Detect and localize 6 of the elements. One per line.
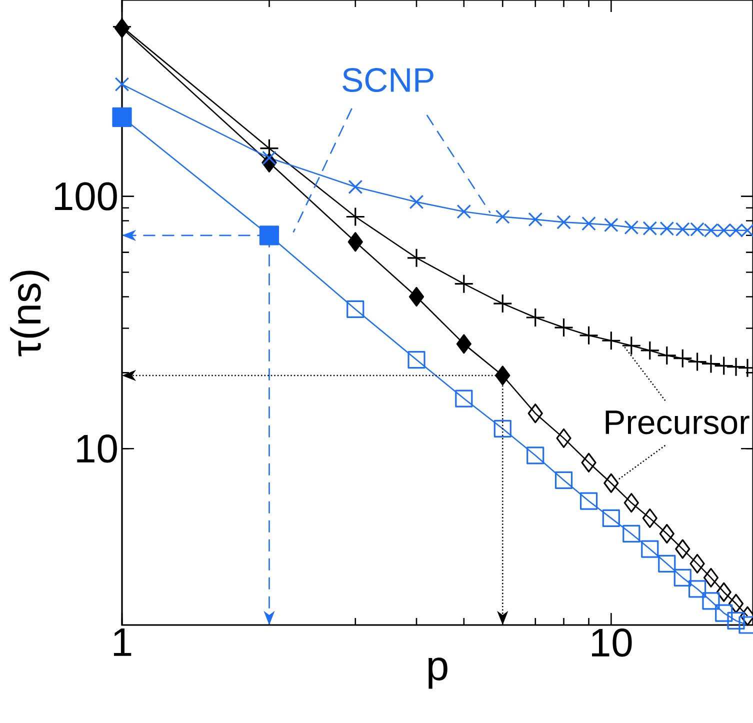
annotation: SCNP [342,68,434,92]
annotation: Precursor [606,410,750,434]
x-axis-title: p [428,658,448,689]
y-tick-label: 100 [55,182,117,210]
x-tick-label: 1 [114,628,132,656]
y-axis-title: τ(ns) [10,270,50,356]
